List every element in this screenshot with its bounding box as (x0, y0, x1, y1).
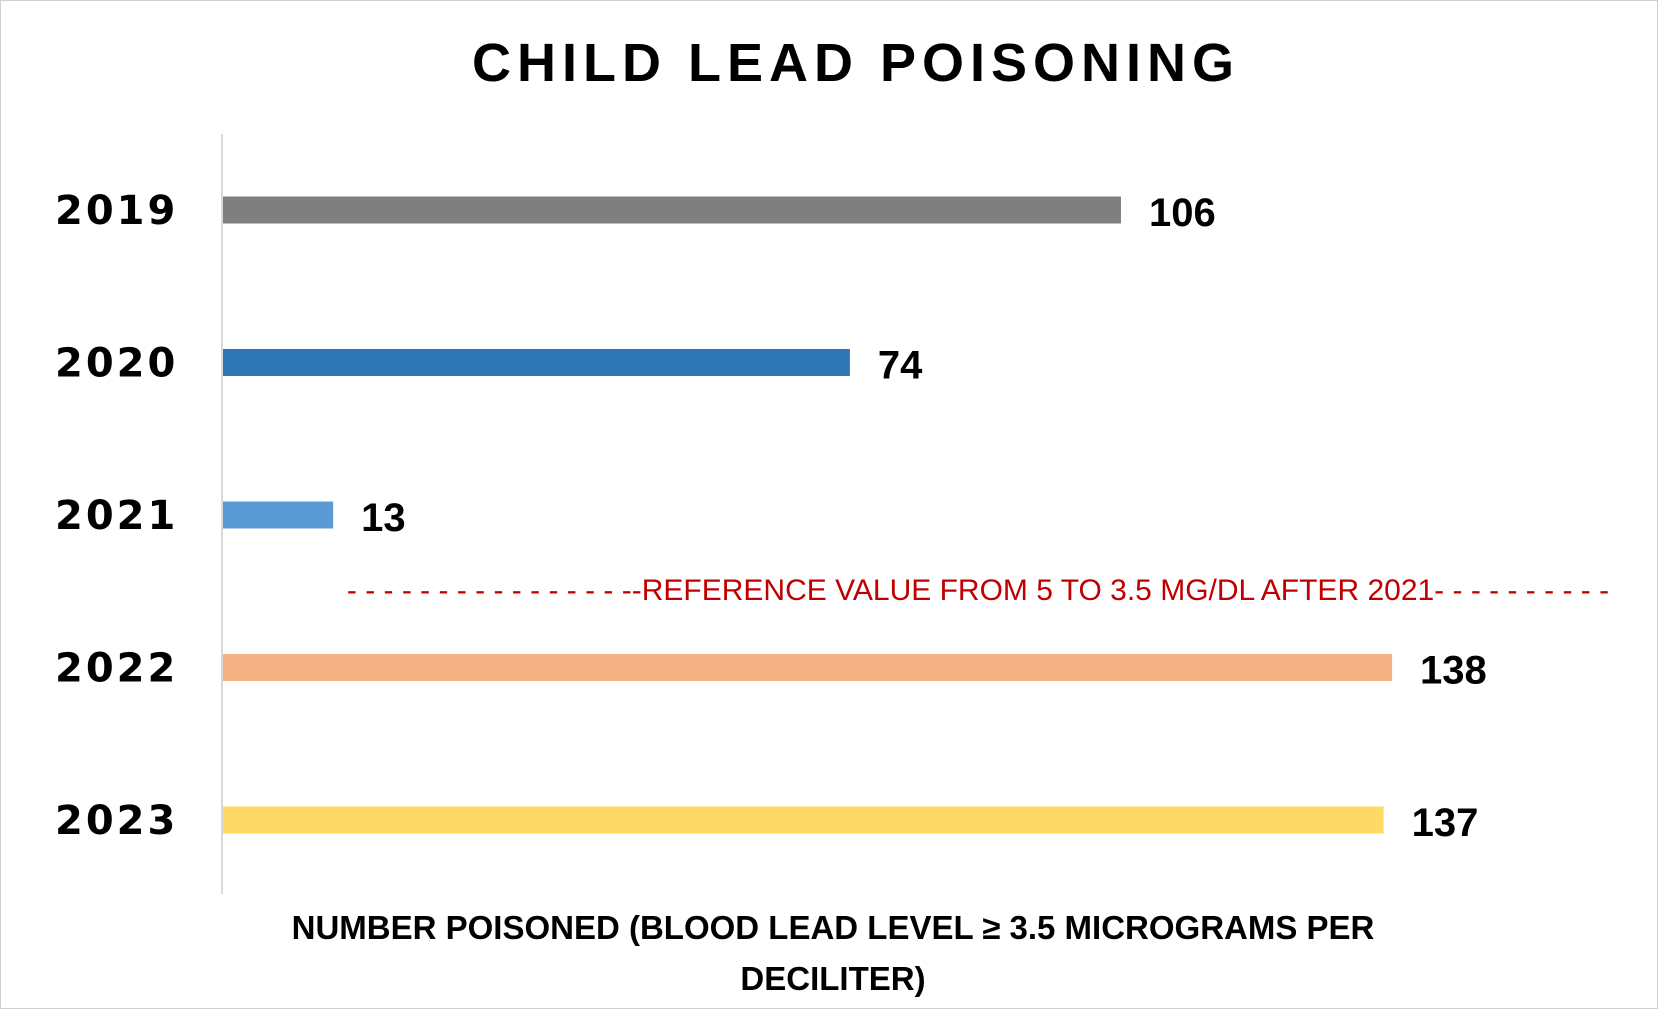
y-tick-label: 2021 (55, 493, 178, 539)
bar (223, 196, 1121, 224)
bar (223, 501, 334, 529)
data-label: 13 (361, 496, 406, 540)
data-label: 74 (878, 344, 923, 388)
y-tick-label: 2023 (55, 798, 178, 844)
y-tick-label: 2020 (55, 341, 178, 387)
data-label: 106 (1149, 191, 1216, 235)
bars-layer: 2019 106 2020 74 2021 13 2022 138 2023 137 (55, 188, 1487, 845)
bar (223, 654, 1393, 681)
y-tick-label: 2022 (55, 646, 178, 692)
x-axis-label-line-1: NUMBER POISONED (BLOOD LEAD LEVEL ≥ 3.5 … (292, 909, 1375, 946)
x-axis-label-line-2: DECILITER) (740, 960, 925, 997)
bar (223, 806, 1384, 834)
data-label: 138 (1420, 649, 1487, 693)
data-label: 137 (1412, 801, 1479, 845)
y-tick-label: 2019 (55, 188, 178, 234)
bar (223, 349, 850, 376)
chart-title: CHILD LEAD POISONING (472, 33, 1240, 93)
reference-annotation: - - - - - - - - - - - - - - - --REFERENC… (347, 574, 1609, 607)
